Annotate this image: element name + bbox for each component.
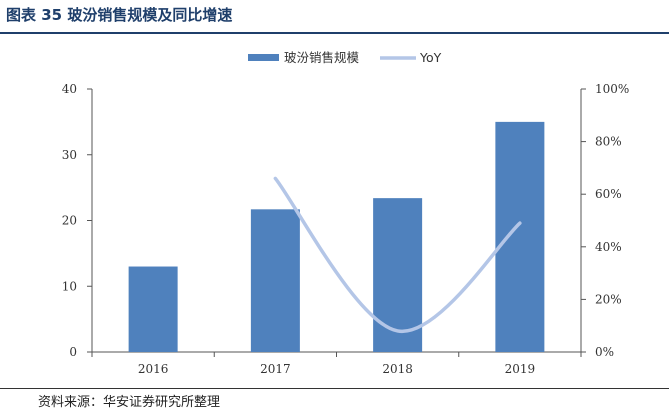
right-y-tick-label: 20% <box>595 292 622 306</box>
left-y-tick-label: 20 <box>62 214 77 228</box>
x-tick-label: 2016 <box>138 362 169 376</box>
x-tick-labels: 2016 2017 2018 2019 <box>138 362 535 376</box>
left-y-tick-label: 40 <box>62 82 77 96</box>
x-tick-label: 2019 <box>505 362 536 376</box>
left-y-tick-label: 10 <box>62 279 77 293</box>
bar-series <box>128 121 545 352</box>
line-series <box>273 176 522 333</box>
left-y-tick-label: 0 <box>69 345 77 359</box>
legend: 玻汾销售规模 YoY <box>248 50 442 65</box>
right-y-tick-labels: 0% 20% 40% 60% 80% 100% <box>595 82 629 359</box>
bar <box>495 121 545 352</box>
footer-divider <box>0 388 669 389</box>
right-y-tick-label: 60% <box>595 187 622 201</box>
chart-figure-title: 图表 35 玻汾销售规模及同比增速 <box>6 6 233 24</box>
right-y-tick-label: 40% <box>595 240 622 254</box>
left-y-tick-label: 30 <box>62 148 77 162</box>
right-y-tick-label: 100% <box>595 82 629 96</box>
bar <box>128 266 178 352</box>
legend-swatch-bar <box>248 54 279 61</box>
source-note: 资料来源：华安证券研究所整理 <box>38 395 221 410</box>
right-y-tick-label: 0% <box>595 345 614 359</box>
bar <box>373 198 423 352</box>
x-tick-label: 2017 <box>260 362 291 376</box>
left-y-tick-labels: 0 10 20 30 40 <box>62 82 77 359</box>
legend-label-line: YoY <box>419 50 442 65</box>
legend-label-bar: 玻汾销售规模 <box>284 50 360 65</box>
yoy-line <box>273 176 522 333</box>
right-y-tick-label: 80% <box>595 135 622 149</box>
bar <box>250 209 300 352</box>
x-tick-label: 2018 <box>382 362 413 376</box>
title-divider <box>0 32 669 34</box>
